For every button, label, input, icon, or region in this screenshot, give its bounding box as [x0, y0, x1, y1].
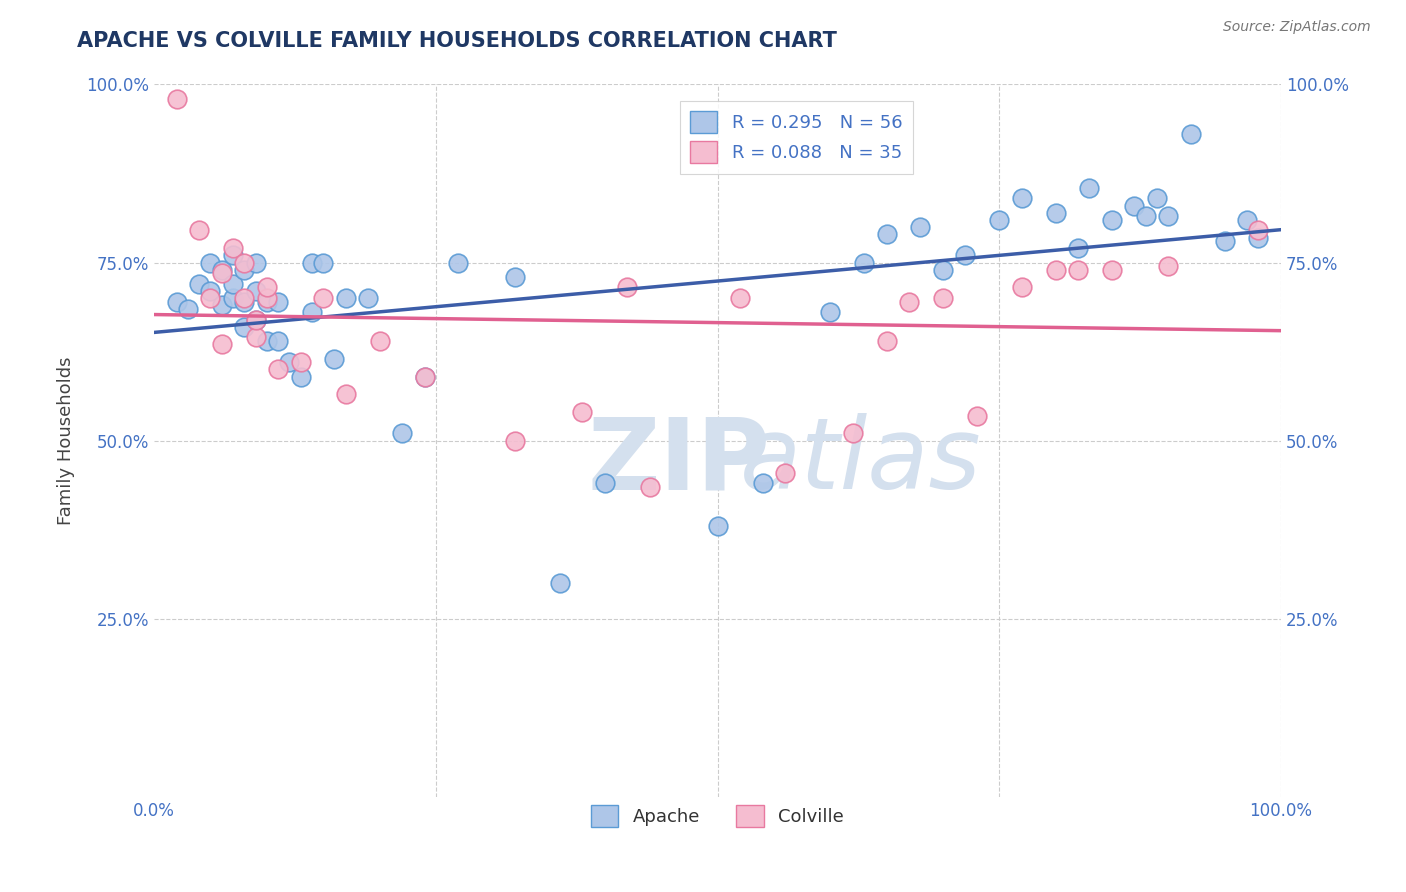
Point: [245, 255, 267, 269]
Point: [898, 294, 921, 309]
Text: Source: ZipAtlas.com: Source: ZipAtlas.com: [1223, 20, 1371, 34]
Point: [1157, 209, 1180, 223]
Point: [267, 334, 290, 348]
Point: [1011, 191, 1033, 205]
Point: [200, 291, 222, 305]
Point: [503, 269, 526, 284]
Point: [312, 291, 335, 305]
Point: [966, 409, 988, 423]
Point: [1078, 180, 1101, 194]
Point: [876, 334, 898, 348]
Point: [245, 312, 267, 326]
Point: [245, 312, 267, 326]
Point: [391, 426, 413, 441]
Point: [200, 284, 222, 298]
Point: [413, 369, 436, 384]
Point: [818, 305, 841, 319]
Legend: Apache, Colville: Apache, Colville: [583, 797, 851, 834]
Point: [233, 255, 256, 269]
Point: [222, 248, 245, 262]
Point: [773, 466, 796, 480]
Point: [323, 351, 346, 366]
Point: [368, 334, 391, 348]
Point: [177, 301, 200, 316]
Point: [256, 280, 278, 294]
Point: [211, 262, 233, 277]
Point: [1101, 262, 1123, 277]
Point: [876, 227, 898, 241]
Point: [200, 255, 222, 269]
Y-axis label: Family Households: Family Households: [58, 357, 75, 524]
Point: [233, 291, 256, 305]
Point: [548, 576, 571, 591]
Point: [301, 305, 323, 319]
Point: [503, 434, 526, 448]
Point: [932, 262, 955, 277]
Point: [278, 355, 301, 369]
Point: [290, 369, 312, 384]
Text: atlas: atlas: [740, 414, 981, 510]
Point: [1101, 212, 1123, 227]
Point: [222, 277, 245, 291]
Point: [1247, 223, 1270, 237]
Point: [853, 255, 876, 269]
Point: [616, 280, 638, 294]
Point: [166, 92, 188, 106]
Point: [1247, 230, 1270, 244]
Point: [301, 255, 323, 269]
Point: [357, 291, 380, 305]
Point: [312, 255, 335, 269]
Point: [413, 369, 436, 384]
Point: [1135, 209, 1157, 223]
Point: [932, 291, 955, 305]
Point: [1157, 259, 1180, 273]
Text: APACHE VS COLVILLE FAMILY HOUSEHOLDS CORRELATION CHART: APACHE VS COLVILLE FAMILY HOUSEHOLDS COR…: [77, 31, 837, 51]
Point: [571, 405, 593, 419]
Point: [211, 298, 233, 312]
Point: [1067, 241, 1090, 255]
Point: [267, 294, 290, 309]
Point: [211, 266, 233, 280]
Point: [638, 480, 661, 494]
Point: [910, 219, 932, 234]
Point: [1123, 198, 1146, 212]
Point: [1236, 212, 1258, 227]
Point: [1067, 262, 1090, 277]
Point: [1146, 191, 1168, 205]
Point: [955, 248, 977, 262]
Point: [256, 334, 278, 348]
Point: [1180, 128, 1202, 142]
Point: [222, 241, 245, 255]
Point: [233, 319, 256, 334]
Point: [1213, 234, 1236, 248]
Point: [706, 519, 728, 533]
Point: [290, 355, 312, 369]
Point: [751, 476, 773, 491]
Text: ZIP: ZIP: [588, 414, 770, 510]
Point: [988, 212, 1011, 227]
Point: [267, 362, 290, 376]
Point: [188, 277, 211, 291]
Point: [335, 387, 357, 401]
Point: [593, 476, 616, 491]
Point: [256, 294, 278, 309]
Point: [188, 223, 211, 237]
Point: [211, 337, 233, 351]
Point: [256, 291, 278, 305]
Point: [245, 284, 267, 298]
Point: [233, 262, 256, 277]
Point: [728, 291, 751, 305]
Point: [233, 294, 256, 309]
Point: [447, 255, 470, 269]
Point: [335, 291, 357, 305]
Point: [222, 291, 245, 305]
Point: [842, 426, 865, 441]
Point: [245, 330, 267, 344]
Point: [1045, 205, 1067, 219]
Point: [1045, 262, 1067, 277]
Point: [1011, 280, 1033, 294]
Point: [166, 294, 188, 309]
